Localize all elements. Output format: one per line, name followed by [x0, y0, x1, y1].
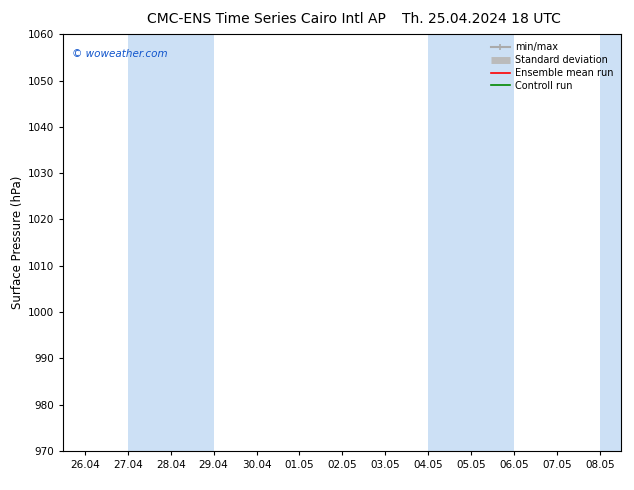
Bar	[428, 34, 514, 451]
Text: © woweather.com: © woweather.com	[72, 49, 167, 59]
Y-axis label: Surface Pressure (hPa): Surface Pressure (hPa)	[11, 176, 24, 309]
Text: CMC-ENS Time Series Cairo Intl AP: CMC-ENS Time Series Cairo Intl AP	[147, 12, 385, 26]
Bar	[128, 34, 214, 451]
Text: Th. 25.04.2024 18 UTC: Th. 25.04.2024 18 UTC	[403, 12, 561, 26]
Legend: min/max, Standard deviation, Ensemble mean run, Controll run: min/max, Standard deviation, Ensemble me…	[487, 38, 618, 95]
Bar	[600, 34, 634, 451]
